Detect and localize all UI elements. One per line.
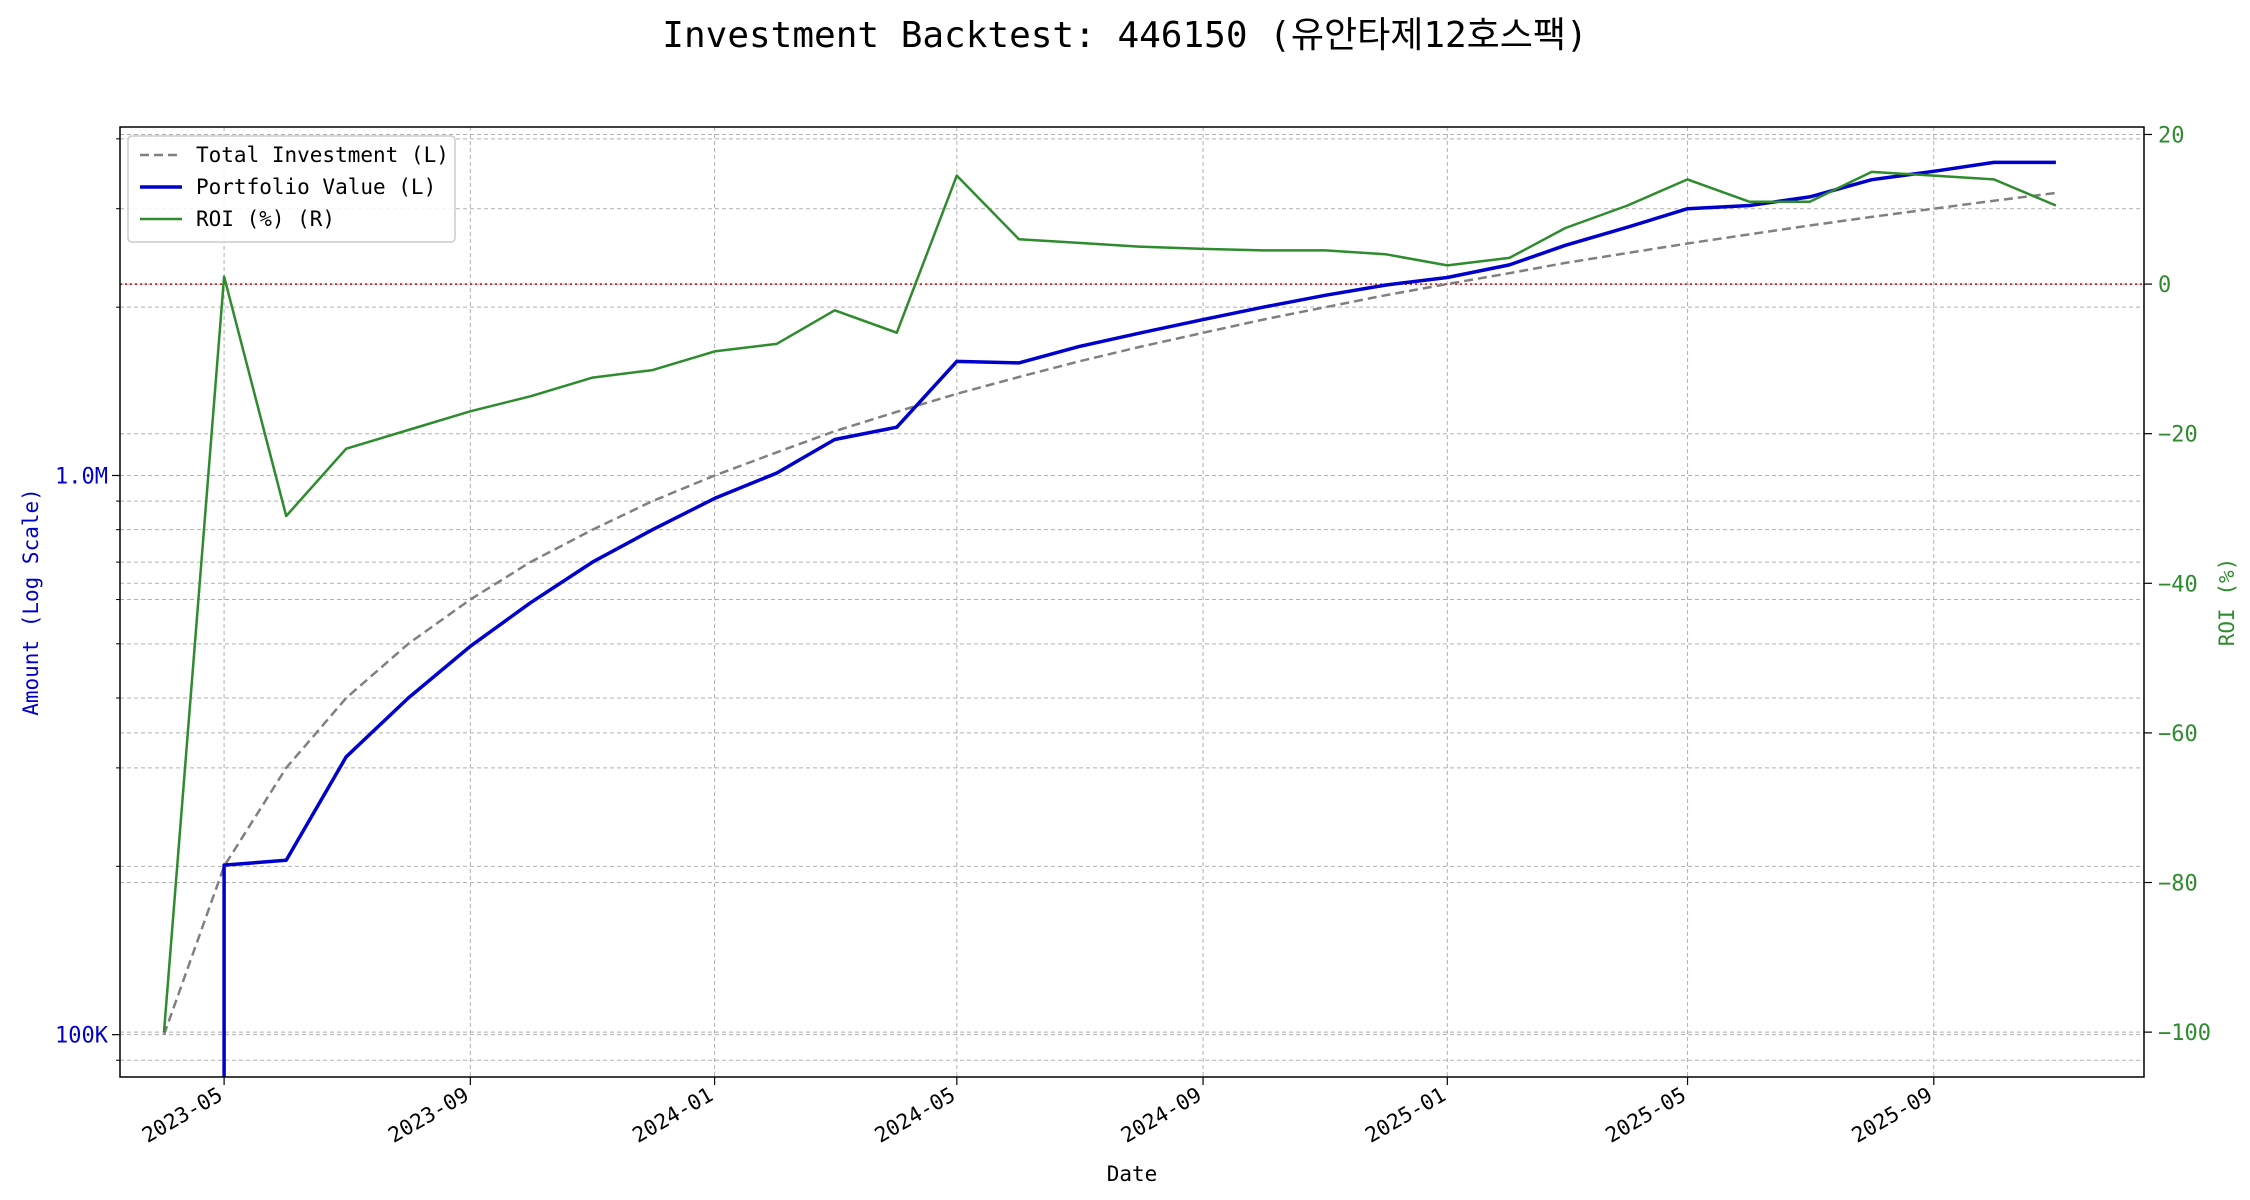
legend-label: ROI (%) (R) (196, 207, 335, 231)
plot-frame (119, 126, 2145, 1078)
left-axis: 100K 1.0M (55, 464, 120, 1049)
series-group (162, 160, 2057, 1077)
series-line-1 (222, 160, 2056, 1077)
grid (116, 127, 2144, 1077)
x-tick-label: 2024-01 (628, 1083, 717, 1148)
left-tick-label: 100K (55, 1024, 109, 1049)
right-tick-label: −60 (2158, 722, 2198, 747)
right-axis: −100 −80 −60 −40 −20 0 20 (2144, 123, 2211, 1046)
right-tick-label: −20 (2158, 423, 2198, 448)
x-tick-label: 2025-01 (1361, 1083, 1450, 1148)
right-axis-label: ROI (%) (2215, 558, 2239, 647)
legend-box (127, 135, 456, 243)
right-tick-label: −100 (2158, 1021, 2211, 1046)
x-tick-label: 2023-05 (138, 1083, 227, 1148)
legend-label: Portfolio Value (L) (196, 175, 436, 199)
right-tick-label: 0 (2158, 273, 2171, 298)
right-tick-label: −40 (2158, 572, 2198, 597)
series-line-2 (162, 170, 2057, 1033)
series-line-0 (162, 191, 2057, 1036)
chart-title: Investment Backtest: 446150 (유안타제12호스팩) (662, 15, 1587, 56)
x-axis: 2023-05 2023-09 2024-01 2024-05 2024-09 2025-… (138, 1077, 1936, 1148)
x-tick-label: 2025-05 (1601, 1083, 1690, 1148)
legend-label: Total Investment (L) (196, 143, 449, 167)
right-tick-label: −80 (2158, 872, 2198, 897)
x-axis-label: Date (1107, 1162, 1158, 1186)
legend: Total Investment (L) Portfolio Value (L) R… (127, 135, 456, 243)
x-tick-label: 2024-09 (1117, 1083, 1206, 1148)
x-tick-label: 2025-09 (1848, 1083, 1937, 1148)
x-tick-label: 2024-05 (871, 1083, 960, 1148)
x-tick-label: 2023-09 (384, 1083, 473, 1148)
right-tick-label: 20 (2158, 123, 2185, 148)
left-axis-label: Amount (Log Scale) (19, 488, 43, 716)
left-tick-label: 1.0M (55, 464, 108, 489)
